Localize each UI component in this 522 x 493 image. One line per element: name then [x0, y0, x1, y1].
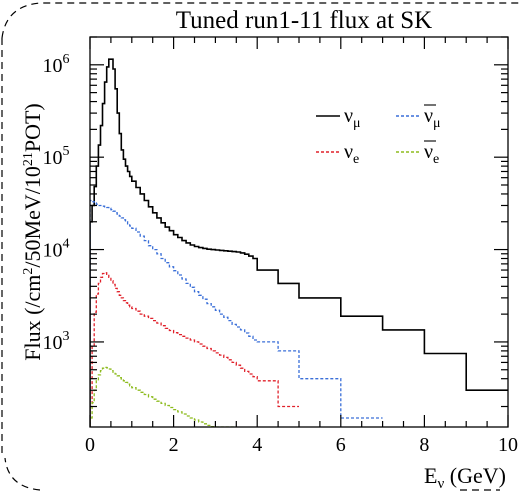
- x-tick-label: 0: [85, 434, 95, 456]
- x-axis-label: Eν (GeV): [424, 463, 506, 492]
- x-tick-label: 6: [336, 434, 346, 456]
- legend-label: νe: [424, 141, 439, 167]
- axis-ticks: 0 2 4 6 8 10 103 104 105 106: [43, 36, 518, 456]
- plot-area: [90, 58, 508, 427]
- series-line-3: [90, 272, 299, 427]
- y-tick-label: 106: [43, 52, 70, 77]
- x-tick-label: 10: [498, 434, 518, 456]
- legend: νμ νμ νe νe: [316, 104, 441, 167]
- legend-label: νμ: [344, 105, 361, 131]
- series-line-4: [90, 366, 237, 427]
- legend-item-1: νμ: [316, 105, 361, 131]
- y-tick-label: 105: [43, 144, 70, 169]
- legend-label: νμ: [424, 105, 441, 131]
- x-tick-label: 4: [252, 434, 262, 456]
- legend-item-2: νμ: [396, 104, 441, 131]
- x-tick-label: 8: [419, 434, 429, 456]
- x-tick-label: 2: [169, 434, 179, 456]
- y-axis-label: Flux (/cm2/50MeV/1021POT): [20, 103, 45, 361]
- legend-label: νe: [344, 141, 359, 167]
- chart-title: Tuned run1-11 flux at SK: [176, 7, 432, 34]
- y-tick-label: 103: [43, 329, 70, 354]
- y-tick-label: 104: [43, 237, 70, 262]
- plot-frame: [89, 36, 509, 428]
- legend-item-4: νe: [396, 140, 439, 167]
- legend-item-3: νe: [316, 141, 359, 167]
- series-line-1: [90, 58, 508, 427]
- series-line-2: [90, 199, 383, 427]
